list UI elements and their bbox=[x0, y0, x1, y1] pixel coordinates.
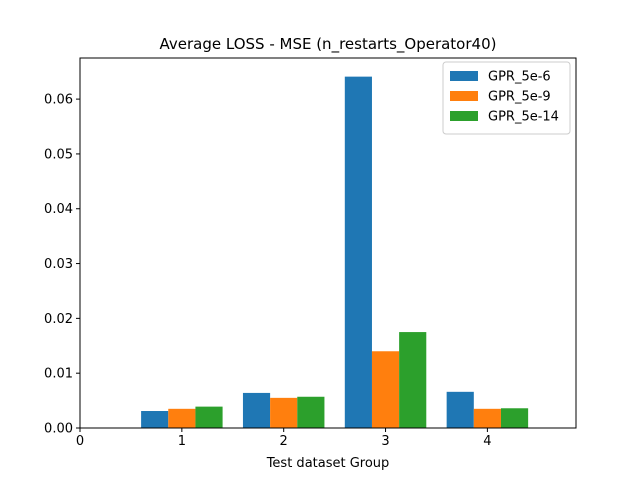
y-tick-label: 0.02 bbox=[44, 312, 73, 327]
bar bbox=[399, 332, 427, 428]
bar bbox=[473, 408, 501, 428]
bar bbox=[344, 76, 372, 429]
bar bbox=[195, 406, 223, 428]
bar bbox=[500, 408, 529, 428]
x-tick-label: 0 bbox=[76, 434, 84, 449]
axes-layer: 0 1 2 3 4 0.00 0.01 0.02 0.03 0.04 0.05 0.06 bbox=[44, 93, 491, 449]
bar bbox=[168, 408, 196, 428]
legend-label: GPR_5e-9 bbox=[488, 90, 551, 105]
y-tick-label: 0.05 bbox=[44, 147, 73, 162]
x-tick-label: 3 bbox=[381, 434, 389, 449]
bar bbox=[270, 397, 298, 428]
x-axis-title: Test dataset Group bbox=[266, 456, 390, 471]
y-tick-label: 0.01 bbox=[44, 367, 73, 382]
legend-swatch bbox=[450, 91, 478, 101]
legend-label: GPR_5e-14 bbox=[488, 110, 559, 125]
y-tick-label: 0.06 bbox=[44, 93, 73, 108]
y-tick-label: 0.04 bbox=[44, 202, 73, 217]
bar bbox=[297, 396, 325, 428]
x-tick-label: 1 bbox=[178, 434, 186, 449]
x-tick-label: 2 bbox=[280, 434, 288, 449]
legend-swatch bbox=[450, 71, 478, 81]
y-tick-label: 0.03 bbox=[44, 257, 73, 272]
bar bbox=[141, 411, 169, 428]
bar bbox=[371, 351, 400, 428]
x-tick-label: 4 bbox=[483, 434, 491, 449]
bar bbox=[242, 392, 271, 428]
legend: GPR_5e-6 GPR_5e-9 GPR_5e-14 bbox=[442, 61, 571, 135]
legend-swatch bbox=[450, 111, 478, 121]
bar bbox=[446, 391, 474, 428]
legend-label: GPR_5e-6 bbox=[488, 70, 551, 85]
chart-title: Average LOSS - MSE (n_restarts_Operator4… bbox=[160, 35, 497, 54]
plot-frame bbox=[79, 57, 577, 429]
bars-layer bbox=[141, 76, 529, 429]
y-tick-label: 0.00 bbox=[44, 422, 73, 437]
